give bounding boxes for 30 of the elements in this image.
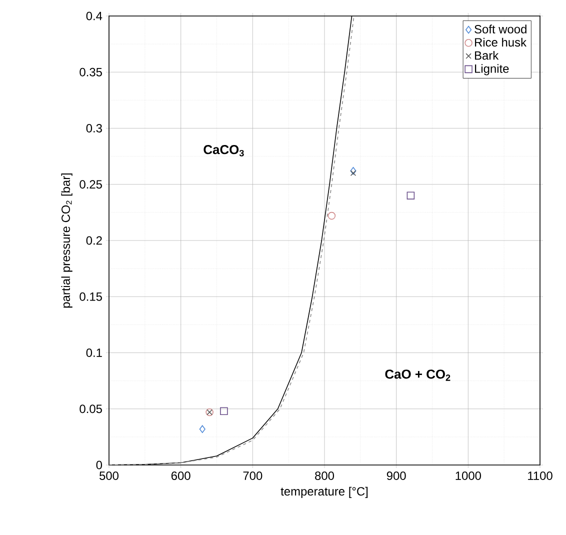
point xyxy=(350,170,356,176)
y-tick-label: 0.25 xyxy=(80,180,102,189)
y-tick-label: 0.2 xyxy=(86,236,102,245)
annotation: CaCO$_{3}$ xyxy=(204,145,244,156)
point xyxy=(406,192,415,200)
point xyxy=(350,167,356,175)
y-axis-title: partial pressure CO$_{2}$ [bar] xyxy=(61,173,72,308)
y-tick-label: 0 xyxy=(96,460,102,470)
x-axis-title: temperature [°C] xyxy=(280,486,368,498)
x-tick-label: 800 xyxy=(315,472,334,480)
legend-label: Rice husk xyxy=(475,38,527,47)
y-tick-label: 0.05 xyxy=(80,404,102,414)
y-tick-label: 0.35 xyxy=(80,68,102,76)
y-tick-label: 0.15 xyxy=(80,292,102,301)
x-tick-label: 1100 xyxy=(528,472,552,480)
x-tick-label: 700 xyxy=(243,472,262,480)
point xyxy=(328,212,336,220)
legend-label: Lignite xyxy=(475,64,509,76)
legend-label: Bark xyxy=(475,50,499,60)
y-tick-label: 0.1 xyxy=(86,348,102,357)
x-tick-label: 900 xyxy=(386,472,406,480)
x-tick-label: 500 xyxy=(100,472,119,480)
annotation: CaO + CO$_{2}$ xyxy=(385,370,450,381)
y-tick-label: 0.4 xyxy=(86,12,102,20)
x-tick-label: 600 xyxy=(171,472,190,480)
x-tick-label: 1000 xyxy=(456,472,481,480)
point xyxy=(199,425,206,433)
y-tick-label: 0.3 xyxy=(86,124,102,132)
point xyxy=(220,407,228,416)
legend-label: Soft wood xyxy=(474,24,526,34)
